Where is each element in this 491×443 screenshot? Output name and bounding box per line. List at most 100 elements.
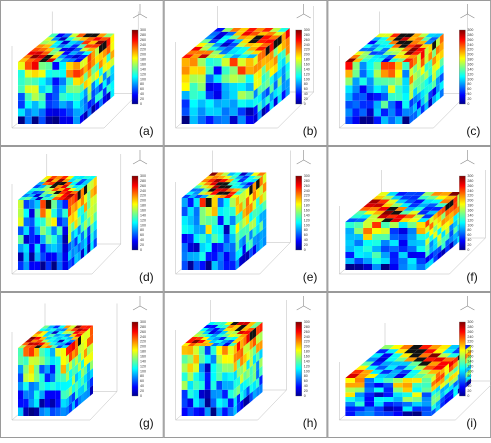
voxel: [285, 44, 290, 57]
voxel: [372, 228, 381, 234]
voxel: [47, 333, 57, 337]
voxel: [385, 199, 400, 204]
voxel: [28, 188, 38, 191]
voxel: [78, 395, 81, 406]
voxel: [58, 342, 68, 346]
voxel: [68, 249, 72, 262]
voxel: [102, 63, 107, 74]
voxel: [211, 225, 218, 234]
voxel: [256, 178, 260, 190]
voxel: [52, 69, 60, 78]
voxel: [80, 221, 84, 234]
voxel: [345, 258, 355, 264]
voxel: [90, 359, 93, 371]
voxel: [230, 178, 241, 183]
voxel: [213, 115, 222, 124]
voxel: [395, 100, 403, 109]
voxel: [205, 99, 214, 108]
voxel: [385, 37, 397, 41]
voxel: [189, 91, 198, 100]
voxel: [420, 95, 425, 107]
voxel: [72, 47, 84, 52]
colorbar-tick-label: 200: [304, 345, 310, 349]
voxel: [444, 396, 449, 405]
voxel: [196, 340, 207, 343]
voxel: [227, 182, 237, 186]
voxel: [204, 354, 211, 364]
voxel: [18, 356, 24, 365]
voxel: [36, 333, 46, 337]
voxel: [78, 37, 90, 41]
voxel: [407, 228, 417, 234]
voxel: [253, 79, 258, 91]
voxel: [230, 331, 241, 334]
voxel: [256, 359, 260, 372]
voxel: [256, 385, 260, 398]
voxel: [21, 194, 31, 197]
voxel: [83, 71, 88, 83]
voxel: [189, 54, 203, 58]
voxel: [106, 67, 111, 79]
voxel: [23, 226, 30, 235]
voxel: [399, 345, 414, 350]
voxel: [433, 224, 438, 234]
voxel: [259, 365, 263, 378]
voxel: [51, 47, 63, 52]
voxel: [453, 201, 458, 211]
voxel: [18, 100, 25, 109]
voxel: [252, 226, 257, 238]
voxel: [189, 115, 198, 124]
voxel: [345, 397, 355, 402]
voxel: [392, 54, 404, 59]
voxel: [78, 344, 81, 355]
voxel: [420, 37, 433, 41]
colorbar-tick-label: 20: [140, 389, 144, 393]
voxel: [90, 196, 94, 208]
voxel: [244, 172, 255, 176]
voxel: [62, 261, 68, 270]
voxel: [18, 261, 24, 270]
voxel: [193, 216, 200, 225]
voxel: [359, 69, 367, 78]
voxel: [235, 43, 248, 47]
voxel: [256, 232, 260, 244]
voxel: [431, 365, 447, 370]
voxel: [45, 235, 52, 244]
voxel: [38, 336, 48, 340]
colorbar-tick-label: 140: [140, 359, 146, 363]
voxel: [421, 192, 435, 196]
voxel: [84, 381, 87, 393]
voxel: [90, 222, 94, 234]
voxel: [424, 46, 429, 58]
voxel: [82, 33, 94, 38]
voxel: [441, 247, 446, 257]
voxel: [238, 325, 248, 328]
voxel: [256, 187, 260, 199]
voxel: [199, 346, 205, 355]
voxel: [57, 325, 67, 329]
voxel: [444, 387, 449, 396]
voxel: [363, 203, 377, 207]
voxel: [66, 62, 74, 70]
voxel: [407, 258, 417, 264]
voxel: [372, 222, 381, 228]
colorbar-tick-label: 240: [467, 189, 473, 193]
voxel: [253, 112, 258, 124]
voxel: [110, 64, 115, 76]
voxel: [193, 343, 203, 346]
voxel: [91, 88, 96, 99]
voxel: [199, 252, 206, 261]
voxel: [54, 33, 66, 38]
voxel: [231, 340, 241, 343]
voxel: [246, 341, 250, 353]
voxel: [285, 69, 290, 81]
voxel: [432, 39, 436, 51]
voxel: [402, 40, 414, 45]
voxel: [394, 207, 408, 211]
voxel: [400, 47, 413, 52]
voxel: [453, 231, 458, 241]
voxel: [449, 373, 454, 383]
voxel: [210, 372, 217, 381]
voxel: [420, 49, 425, 61]
voxel: [354, 218, 368, 222]
